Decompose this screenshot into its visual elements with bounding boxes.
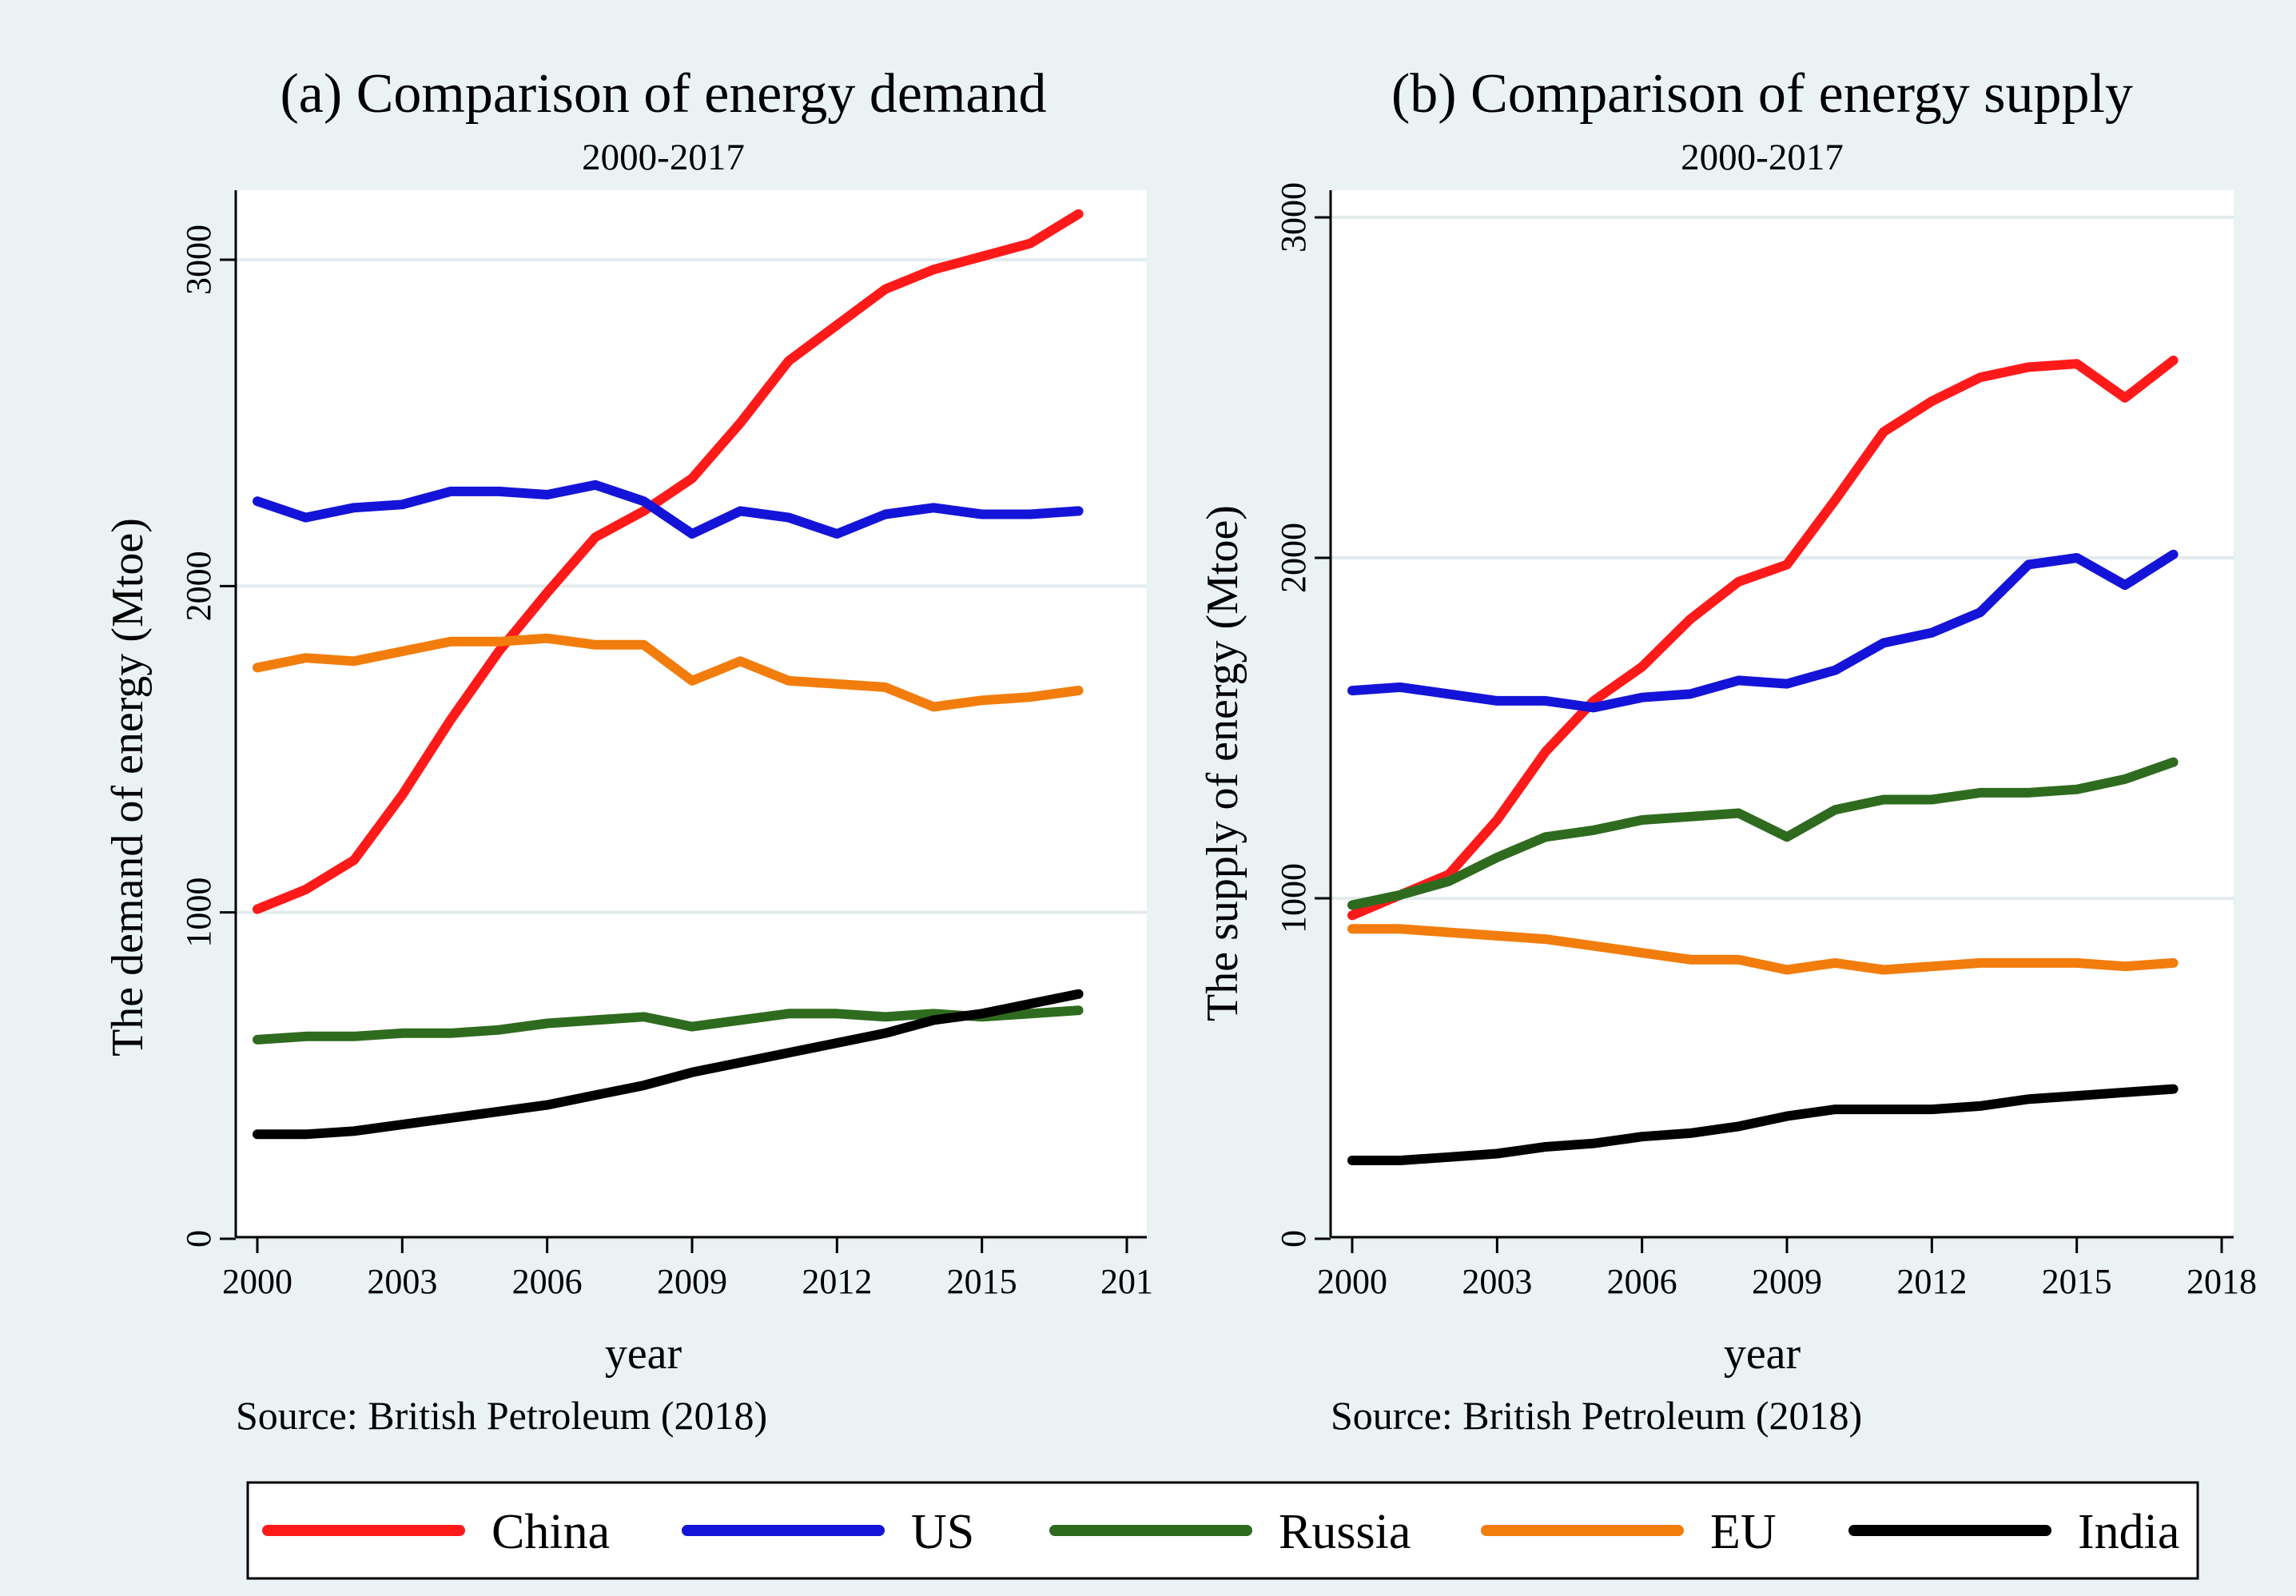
legend: China US Russia EU India [246, 1481, 2199, 1580]
demand-chart-title: (a) Comparison of energy demand [281, 63, 1047, 125]
demand-x-tick-label-2009: 2009 [657, 1262, 727, 1301]
legend-label-russia: Russia [1279, 1505, 1411, 1559]
demand-series-us [253, 480, 1084, 539]
demand-x-tick-label-2003: 2003 [367, 1262, 437, 1301]
demand-x-axis-title: year [605, 1329, 682, 1379]
supply-x-tick-label-2012: 2012 [1896, 1262, 1967, 1301]
supply-series-eu [1347, 924, 2179, 975]
legend-label-us: US [911, 1505, 974, 1559]
supply-source-note: Source: British Petroleum (2018) [1331, 1393, 1862, 1438]
supply-x-tick-label-2006: 2006 [1607, 1262, 1677, 1301]
demand-series-china [253, 209, 1084, 914]
legend-label-china: China [491, 1505, 610, 1559]
legend-label-eu: EU [1710, 1505, 1777, 1559]
supply-plot-area [1331, 190, 2234, 1237]
supply-x-tick-label-2018: 2018 [2187, 1262, 2257, 1301]
demand-x-tick-label-2012: 2012 [802, 1262, 872, 1301]
legend-label-india: India [2078, 1505, 2179, 1559]
supply-x-tick-label-2003: 2003 [1462, 1262, 1532, 1301]
demand-y-tick-label-0: 0 [179, 1230, 218, 1248]
demand-y-tick-label-2000: 2000 [179, 551, 218, 621]
demand-series-india [253, 989, 1084, 1140]
demand-x-tick-label-2000: 2000 [222, 1262, 292, 1301]
supply-chart-subtitle: 2000-2017 [1681, 137, 1844, 178]
supply-y-tick-label-2000: 2000 [1274, 523, 1313, 593]
supply-x-axis-title: year [1724, 1329, 1801, 1379]
supply-series-china [1347, 355, 2179, 921]
supply-y-tick-label-0: 0 [1274, 1230, 1313, 1248]
supply-chart-title: (b) Comparison of energy supply [1391, 63, 2133, 125]
demand-x-tick-label-2006: 2006 [512, 1262, 583, 1301]
supply-x-tick-label-2015: 2015 [2042, 1262, 2112, 1301]
supply-panel: (b) Comparison of energy supply 2000-201… [1198, 63, 2257, 1438]
demand-plot-area [236, 190, 1147, 1237]
demand-y-tick-label-3000: 3000 [179, 225, 218, 295]
demand-source-note: Source: British Petroleum (2018) [236, 1393, 767, 1438]
demand-y-tick-label-1000: 1000 [179, 878, 218, 948]
demand-chart-subtitle: 2000-2017 [582, 137, 745, 178]
supply-x-tick-label-2000: 2000 [1317, 1262, 1387, 1301]
supply-series-russia [1347, 757, 2179, 910]
demand-panel: (a) Comparison of energy demand 2000-201… [103, 63, 1153, 1438]
supply-y-tick-label-3000: 3000 [1274, 182, 1313, 253]
supply-y-tick-label-1000: 1000 [1274, 863, 1313, 933]
demand-y-axis-title: The demand of energy (Mtoe) [103, 518, 153, 1057]
demand-x-tick-label-2015: 2015 [947, 1262, 1017, 1301]
demand-x-tick-label-2018: 201 [1100, 1262, 1153, 1301]
supply-series-india [1347, 1084, 2179, 1165]
demand-series-russia [253, 1005, 1084, 1045]
supply-series-us [1347, 549, 2179, 713]
supply-x-tick-label-2009: 2009 [1752, 1262, 1822, 1301]
demand-series-eu [253, 633, 1084, 712]
supply-y-axis-title: The supply of energy (Mtoe) [1198, 505, 1247, 1021]
